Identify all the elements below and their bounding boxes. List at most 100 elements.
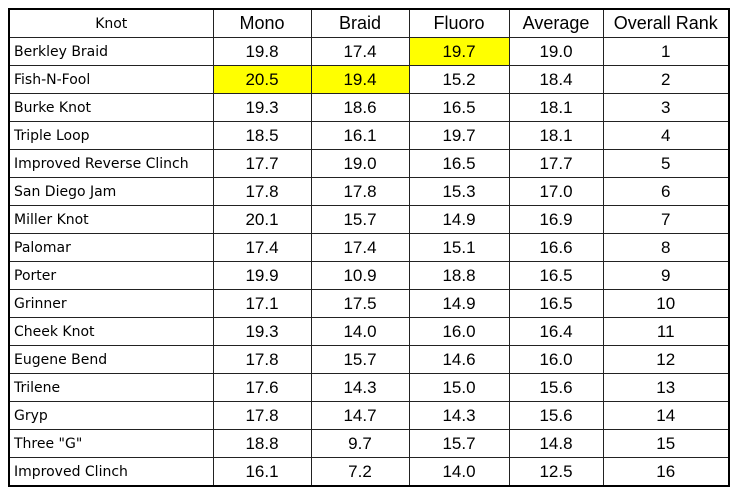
header-cell: Overall Rank	[602, 8, 730, 38]
value-cell: 16	[602, 457, 730, 487]
header-cell: Fluoro	[408, 8, 510, 38]
value-cell: 18.6	[310, 93, 410, 122]
table-row: San Diego Jam 17.8 17.8 15.3 17.0 6	[8, 177, 730, 206]
value-cell: 17.8	[212, 177, 312, 206]
value-cell: 15	[602, 429, 730, 458]
value-cell: 15.6	[508, 401, 604, 430]
table-row: Cheek Knot 19.3 14.0 16.0 16.4 11	[8, 317, 730, 346]
value-cell: 14.7	[310, 401, 410, 430]
value-cell: 10.9	[310, 261, 410, 290]
knot-name: Triple Loop	[8, 121, 214, 150]
knot-name: Improved Reverse Clinch	[8, 149, 214, 178]
value-cell: 4	[602, 121, 730, 150]
value-cell: 19.3	[212, 93, 312, 122]
header-cell: Average	[508, 8, 604, 38]
knot-name: Palomar	[8, 233, 214, 262]
value-cell: 14.9	[408, 205, 510, 234]
value-cell: 14.8	[508, 429, 604, 458]
value-cell: 20.5	[212, 65, 312, 94]
knot-name: Eugene Bend	[8, 345, 214, 374]
header-cell: Braid	[310, 8, 410, 38]
value-cell: 17.8	[212, 345, 312, 374]
value-cell: 16.5	[408, 149, 510, 178]
value-cell: 19.9	[212, 261, 312, 290]
value-cell: 17.4	[310, 233, 410, 262]
value-cell: 17.4	[310, 37, 410, 66]
table-row: Eugene Bend 17.8 15.7 14.6 16.0 12	[8, 345, 730, 374]
value-cell: 3	[602, 93, 730, 122]
value-cell: 20.1	[212, 205, 312, 234]
value-cell: 16.5	[508, 289, 604, 318]
table-row: Three "G" 18.8 9.7 15.7 14.8 15	[8, 429, 730, 458]
value-cell: 17.7	[508, 149, 604, 178]
knot-name: San Diego Jam	[8, 177, 214, 206]
value-cell: 16.5	[408, 93, 510, 122]
value-cell: 10	[602, 289, 730, 318]
value-cell: 15.2	[408, 65, 510, 94]
value-cell: 19.3	[212, 317, 312, 346]
table-row: Trilene 17.6 14.3 15.0 15.6 13	[8, 373, 730, 402]
value-cell: 18.8	[408, 261, 510, 290]
value-cell: 19.7	[408, 37, 510, 66]
table-body: Berkley Braid 19.8 17.4 19.7 19.0 1 Fish-N-Foo…	[8, 37, 730, 487]
value-cell: 17.7	[212, 149, 312, 178]
table-row: Gryp 17.8 14.7 14.3 15.6 14	[8, 401, 730, 430]
knot-name: Berkley Braid	[8, 37, 214, 66]
value-cell: 7	[602, 205, 730, 234]
knot-name: Cheek Knot	[8, 317, 214, 346]
value-cell: 14.3	[408, 401, 510, 430]
value-cell: 16.0	[508, 345, 604, 374]
table-row: Fish-N-Fool 20.5 19.4 15.2 18.4 2	[8, 65, 730, 94]
knot-name: Improved Clinch	[8, 457, 214, 487]
value-cell: 16.5	[508, 261, 604, 290]
knot-name: Fish-N-Fool	[8, 65, 214, 94]
value-cell: 19.0	[508, 37, 604, 66]
value-cell: 18.1	[508, 93, 604, 122]
knot-name: Gryp	[8, 401, 214, 430]
value-cell: 15.0	[408, 373, 510, 402]
value-cell: 12	[602, 345, 730, 374]
value-cell: 15.1	[408, 233, 510, 262]
value-cell: 15.6	[508, 373, 604, 402]
value-cell: 16.1	[310, 121, 410, 150]
value-cell: 17.1	[212, 289, 312, 318]
value-cell: 17.0	[508, 177, 604, 206]
value-cell: 14.0	[310, 317, 410, 346]
value-cell: 18.8	[212, 429, 312, 458]
value-cell: 16.6	[508, 233, 604, 262]
header-row: Knot Mono Braid Fluoro Average Overall Rank	[8, 8, 730, 38]
table-row: Palomar 17.4 17.4 15.1 16.6 8	[8, 233, 730, 262]
value-cell: 19.0	[310, 149, 410, 178]
value-cell: 1	[602, 37, 730, 66]
knot-name: Three "G"	[8, 429, 214, 458]
value-cell: 14.6	[408, 345, 510, 374]
table-row: Triple Loop 18.5 16.1 19.7 18.1 4	[8, 121, 730, 150]
value-cell: 9	[602, 261, 730, 290]
table-row: Improved Clinch 16.1 7.2 14.0 12.5 16	[8, 457, 730, 487]
value-cell: 18.4	[508, 65, 604, 94]
value-cell: 15.7	[310, 345, 410, 374]
value-cell: 16.4	[508, 317, 604, 346]
table-header: Knot Mono Braid Fluoro Average Overall Rank	[8, 8, 730, 38]
value-cell: 2	[602, 65, 730, 94]
value-cell: 16.0	[408, 317, 510, 346]
table-row: Grinner 17.1 17.5 14.9 16.5 10	[8, 289, 730, 318]
value-cell: 15.7	[310, 205, 410, 234]
table-row: Berkley Braid 19.8 17.4 19.7 19.0 1	[8, 37, 730, 66]
knot-name: Burke Knot	[8, 93, 214, 122]
value-cell: 9.7	[310, 429, 410, 458]
value-cell: 14.3	[310, 373, 410, 402]
value-cell: 8	[602, 233, 730, 262]
value-cell: 17.4	[212, 233, 312, 262]
table-row: Miller Knot 20.1 15.7 14.9 16.9 7	[8, 205, 730, 234]
knot-name: Trilene	[8, 373, 214, 402]
knot-table: Knot Mono Braid Fluoro Average Overall Rank B…	[8, 8, 730, 487]
value-cell: 15.7	[408, 429, 510, 458]
value-cell: 5	[602, 149, 730, 178]
value-cell: 14	[602, 401, 730, 430]
value-cell: 19.7	[408, 121, 510, 150]
header-cell: Mono	[212, 8, 312, 38]
value-cell: 17.5	[310, 289, 410, 318]
value-cell: 18.5	[212, 121, 312, 150]
